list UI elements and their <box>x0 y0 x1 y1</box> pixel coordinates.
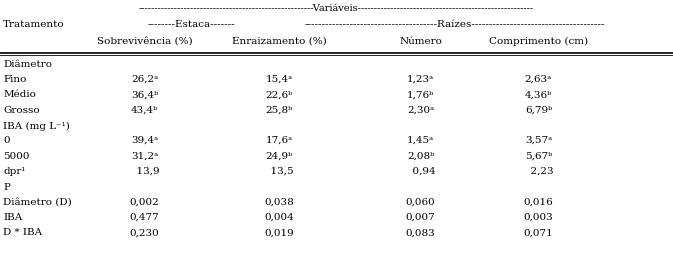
Text: 5000: 5000 <box>3 152 30 161</box>
Text: 31,2ᵃ: 31,2ᵃ <box>131 152 158 161</box>
Text: 15,4ᵃ: 15,4ᵃ <box>266 75 293 84</box>
Text: 1,23ᵃ: 1,23ᵃ <box>407 75 434 84</box>
Text: 0,004: 0,004 <box>264 213 294 222</box>
Text: 2,63ᵃ: 2,63ᵃ <box>525 75 552 84</box>
Text: 13,9: 13,9 <box>130 167 160 176</box>
Text: 0,038: 0,038 <box>264 197 294 206</box>
Text: 25,8ᵇ: 25,8ᵇ <box>266 106 293 115</box>
Text: 4,36ᵇ: 4,36ᵇ <box>525 91 552 99</box>
Text: 0,94: 0,94 <box>406 167 435 176</box>
Text: 0,060: 0,060 <box>406 197 435 206</box>
Text: 22,6ᵇ: 22,6ᵇ <box>266 91 293 99</box>
Text: 0,003: 0,003 <box>524 213 553 222</box>
Text: 1,76ᵇ: 1,76ᵇ <box>407 91 434 99</box>
Text: Número: Número <box>399 37 442 46</box>
Text: 17,6ᵃ: 17,6ᵃ <box>266 136 293 145</box>
Text: 13,5: 13,5 <box>264 167 294 176</box>
Text: Diâmetro (D): Diâmetro (D) <box>3 197 72 206</box>
Text: 3,57ᵃ: 3,57ᵃ <box>525 136 552 145</box>
Text: 36,4ᵇ: 36,4ᵇ <box>131 91 158 99</box>
Text: Diâmetro: Diâmetro <box>3 60 52 69</box>
Text: IBA: IBA <box>3 213 23 222</box>
Text: 0,016: 0,016 <box>524 197 553 206</box>
Text: Comprimento (cm): Comprimento (cm) <box>489 37 588 46</box>
Text: D * IBA: D * IBA <box>3 229 42 237</box>
Text: 43,4ᵇ: 43,4ᵇ <box>131 106 158 115</box>
Text: 2,08ᵇ: 2,08ᵇ <box>407 152 434 161</box>
Text: Grosso: Grosso <box>3 106 40 115</box>
Text: Sobrevivência (%): Sobrevivência (%) <box>97 37 192 46</box>
Text: --------Estaca-------: --------Estaca------- <box>148 20 236 29</box>
Text: Médio: Médio <box>3 91 36 99</box>
Text: IBA (mg L⁻¹): IBA (mg L⁻¹) <box>3 121 70 131</box>
Text: 39,4ᵃ: 39,4ᵃ <box>131 136 158 145</box>
Text: 0,477: 0,477 <box>130 213 160 222</box>
Text: 0,083: 0,083 <box>406 229 435 237</box>
Text: 24,9ᵇ: 24,9ᵇ <box>266 152 293 161</box>
Text: 0,002: 0,002 <box>130 197 160 206</box>
Text: 0,007: 0,007 <box>406 213 435 222</box>
Text: 1,45ᵃ: 1,45ᵃ <box>407 136 434 145</box>
Text: 0,230: 0,230 <box>130 229 160 237</box>
Text: dpr¹: dpr¹ <box>3 167 26 176</box>
Text: 5,67ᵇ: 5,67ᵇ <box>525 152 552 161</box>
Text: ------------------------------------------------------Variáveis-----------------: ----------------------------------------… <box>139 4 534 13</box>
Text: 0,019: 0,019 <box>264 229 294 237</box>
Text: 26,2ᵃ: 26,2ᵃ <box>131 75 158 84</box>
Text: P: P <box>3 183 10 192</box>
Text: 2,23: 2,23 <box>524 167 553 176</box>
Text: 0,071: 0,071 <box>524 229 553 237</box>
Text: Tratamento: Tratamento <box>3 20 65 29</box>
Text: 2,30ᵃ: 2,30ᵃ <box>407 106 434 115</box>
Text: 6,79ᵇ: 6,79ᵇ <box>525 106 552 115</box>
Text: 0: 0 <box>3 136 10 145</box>
Text: --------------------------------------Raízes------------------------------------: --------------------------------------Ra… <box>304 20 604 29</box>
Text: Fino: Fino <box>3 75 27 84</box>
Text: Enraizamento (%): Enraizamento (%) <box>232 37 326 46</box>
